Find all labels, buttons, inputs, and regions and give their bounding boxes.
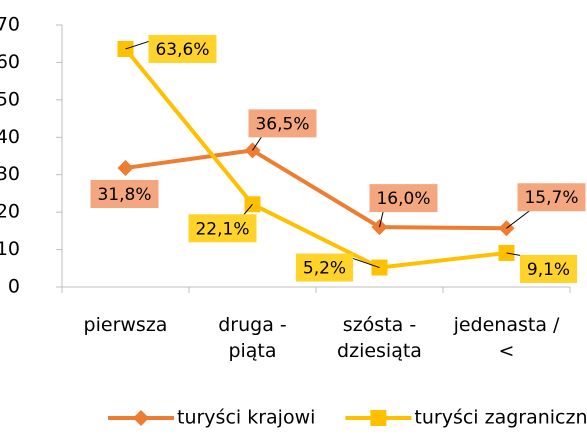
- data-label-box: [295, 253, 354, 282]
- y-tick-label: 50: [0, 88, 20, 110]
- data-label-box: [517, 183, 586, 212]
- data-label: 9,1%: [527, 260, 570, 280]
- data-label-box: [90, 179, 159, 208]
- x-tick-label: jedenasta / <: [453, 314, 560, 362]
- data-label: 63,6%: [155, 40, 209, 60]
- data-label-box: [188, 214, 257, 243]
- y-tick-label: 0: [8, 276, 20, 298]
- leader-line: [252, 135, 263, 151]
- legend-label: turyści zagraniczni: [414, 407, 587, 429]
- data-label-box: [519, 254, 578, 283]
- leader-line: [379, 209, 384, 228]
- data-label: 15,7%: [524, 188, 578, 208]
- y-tick-label: 70: [0, 14, 20, 36]
- marker: [370, 410, 387, 426]
- x-tick-label: druga - piąta: [218, 314, 287, 362]
- data-label-box: [369, 184, 438, 213]
- leader-line: [506, 208, 532, 229]
- y-tick-label: 20: [0, 201, 20, 223]
- marker: [133, 410, 149, 426]
- x-tick-label: pierwsza: [83, 314, 168, 336]
- data-label-box: [148, 34, 217, 63]
- marker: [117, 159, 134, 176]
- y-tick-label: 30: [0, 163, 20, 185]
- series-line: [123, 47, 507, 270]
- y-tick-label: 60: [0, 51, 20, 73]
- y-tick-label: 40: [0, 126, 20, 148]
- series-line: [125, 148, 507, 231]
- y-tick-label: 10: [0, 238, 20, 260]
- x-tick-label: szósta - dziesiąta: [337, 314, 422, 362]
- data-label: 5,2%: [303, 259, 346, 279]
- data-label-box: [248, 109, 317, 138]
- data-label: 36,5%: [255, 114, 309, 134]
- data-label: 16,0%: [376, 189, 430, 209]
- data-label: 31,8%: [97, 185, 151, 205]
- data-label: 22,1%: [195, 219, 249, 239]
- legend-label: turyści krajowi: [177, 407, 315, 429]
